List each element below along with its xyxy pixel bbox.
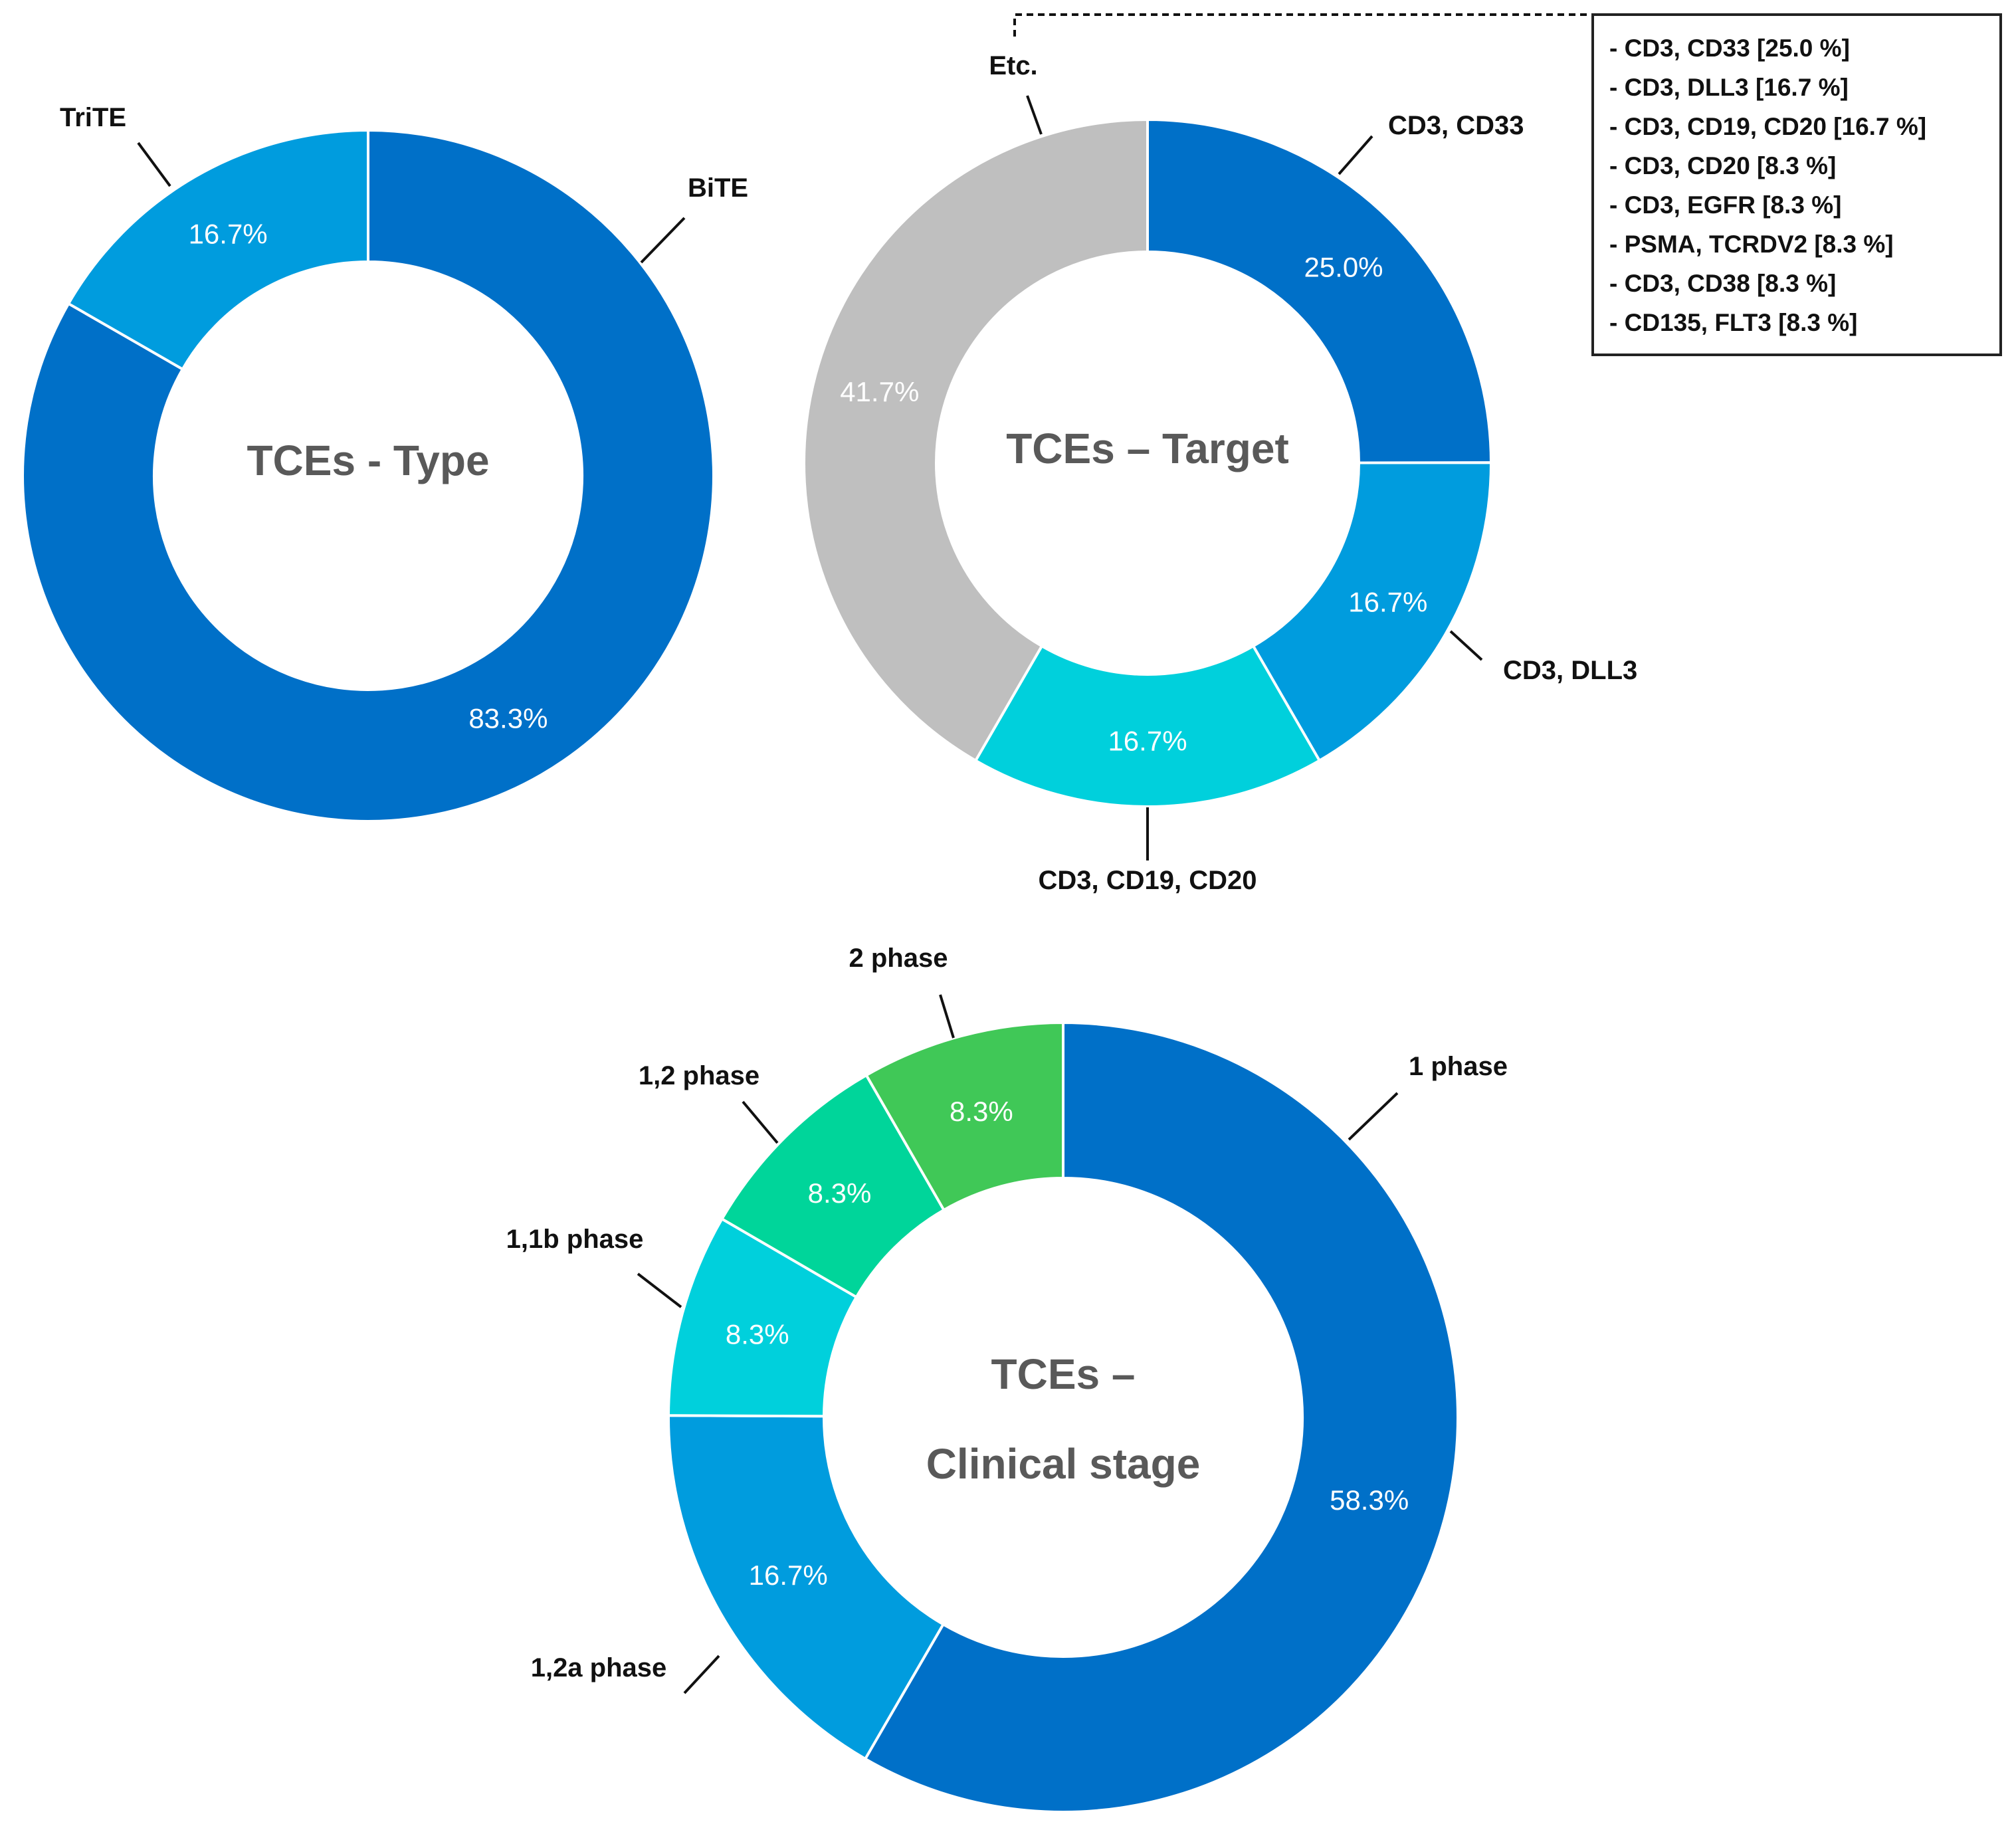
- category-label: 1,2 phase: [639, 1061, 759, 1090]
- leader-line: [640, 217, 686, 264]
- category-label: Etc.: [989, 51, 1037, 80]
- leader-line: [1026, 95, 1043, 135]
- slice-value-label: 16.7%: [189, 219, 268, 250]
- slice-cd3-cd19-cd20: [973, 644, 1322, 808]
- category-label: 2 phase: [849, 944, 948, 973]
- chart-type-title: TCEs - Type: [247, 437, 489, 484]
- category-label: BiTE: [688, 173, 748, 203]
- slice-trite: [66, 128, 369, 371]
- legend-item: - CD3, CD33 [25.0 %]: [1609, 35, 1850, 62]
- slice-value-label: 16.7%: [749, 1560, 828, 1591]
- legend-item: - CD3, CD38 [8.3 %]: [1609, 270, 1836, 297]
- slice-value-label: 8.3%: [950, 1096, 1013, 1127]
- slice-bite: [21, 128, 715, 823]
- slice-value-label: 41.7%: [840, 376, 919, 407]
- legend-item: - CD3, CD19, CD20 [16.7 %]: [1609, 113, 1926, 140]
- donut-chart-type: 83.3% BiTE 16.7% TriTE: [21, 103, 748, 823]
- chart-stage-title-line2: Clinical stage: [926, 1440, 1201, 1488]
- slice-value-label: 16.7%: [1348, 586, 1427, 617]
- slice-cd3-dll3: [1251, 461, 1493, 763]
- legend-item: - CD3, EGFR [8.3 %]: [1609, 191, 1842, 219]
- slice-value-label: 83.3%: [468, 702, 548, 734]
- etc-legend-connector: [1013, 13, 1593, 37]
- leader-line: [683, 1655, 720, 1694]
- leader-line: [742, 1100, 779, 1144]
- leader-line: [1348, 1092, 1399, 1141]
- leader-line: [137, 142, 171, 187]
- donut-chart-stage: 58.3% 1 phase 16.7% 1,2a phase 8.3% 1,1b phas…: [506, 944, 1508, 1813]
- slice-2-phase: [864, 1021, 1064, 1212]
- slice-etc: [803, 118, 1149, 763]
- leader-line: [1449, 630, 1483, 661]
- category-label: 1,1b phase: [506, 1225, 644, 1254]
- slice-value-label: 25.0%: [1304, 252, 1383, 283]
- legend-item: - CD135, FLT3 [8.3 %]: [1609, 309, 1858, 336]
- category-label: CD3, CD33: [1388, 111, 1524, 140]
- slice-1-2a-phase: [667, 1414, 946, 1761]
- slice-cd3-cd33: [1146, 118, 1493, 464]
- target-legend-box: [1591, 13, 2002, 356]
- slice-value-label: 8.3%: [726, 1319, 789, 1350]
- slice-value-label: 58.3%: [1330, 1484, 1409, 1516]
- chart-target-title: TCEs – Target: [1006, 425, 1289, 472]
- category-label: 1,2a phase: [531, 1653, 667, 1682]
- legend-item: - CD3, DLL3 [16.7 %]: [1609, 74, 1849, 101]
- leader-line: [1338, 135, 1373, 175]
- category-label: 1 phase: [1409, 1052, 1508, 1081]
- leader-line: [637, 1272, 682, 1308]
- target-legend: - CD3, CD33 [25.0 %] - CD3, DLL3 [16.7 %…: [1591, 13, 2002, 356]
- donut-chart-target: 25.0% CD3, CD33 16.7% CD3, DLL3 16.7% CD3, CD…: [803, 51, 1637, 895]
- slice-1-phase: [863, 1021, 1459, 1813]
- slice-value-label: 8.3%: [808, 1177, 872, 1209]
- chart-stage-title-line1: TCEs –: [991, 1350, 1136, 1398]
- leader-line: [939, 994, 955, 1039]
- category-label: TriTE: [60, 103, 126, 132]
- category-label: CD3, CD19, CD20: [1038, 866, 1257, 895]
- category-label: CD3, DLL3: [1503, 656, 1637, 685]
- slice-value-label: 16.7%: [1108, 726, 1187, 757]
- legend-item: - PSMA, TCRDV2 [8.3 %]: [1609, 231, 1894, 258]
- legend-item: - CD3, CD20 [8.3 %]: [1609, 152, 1836, 179]
